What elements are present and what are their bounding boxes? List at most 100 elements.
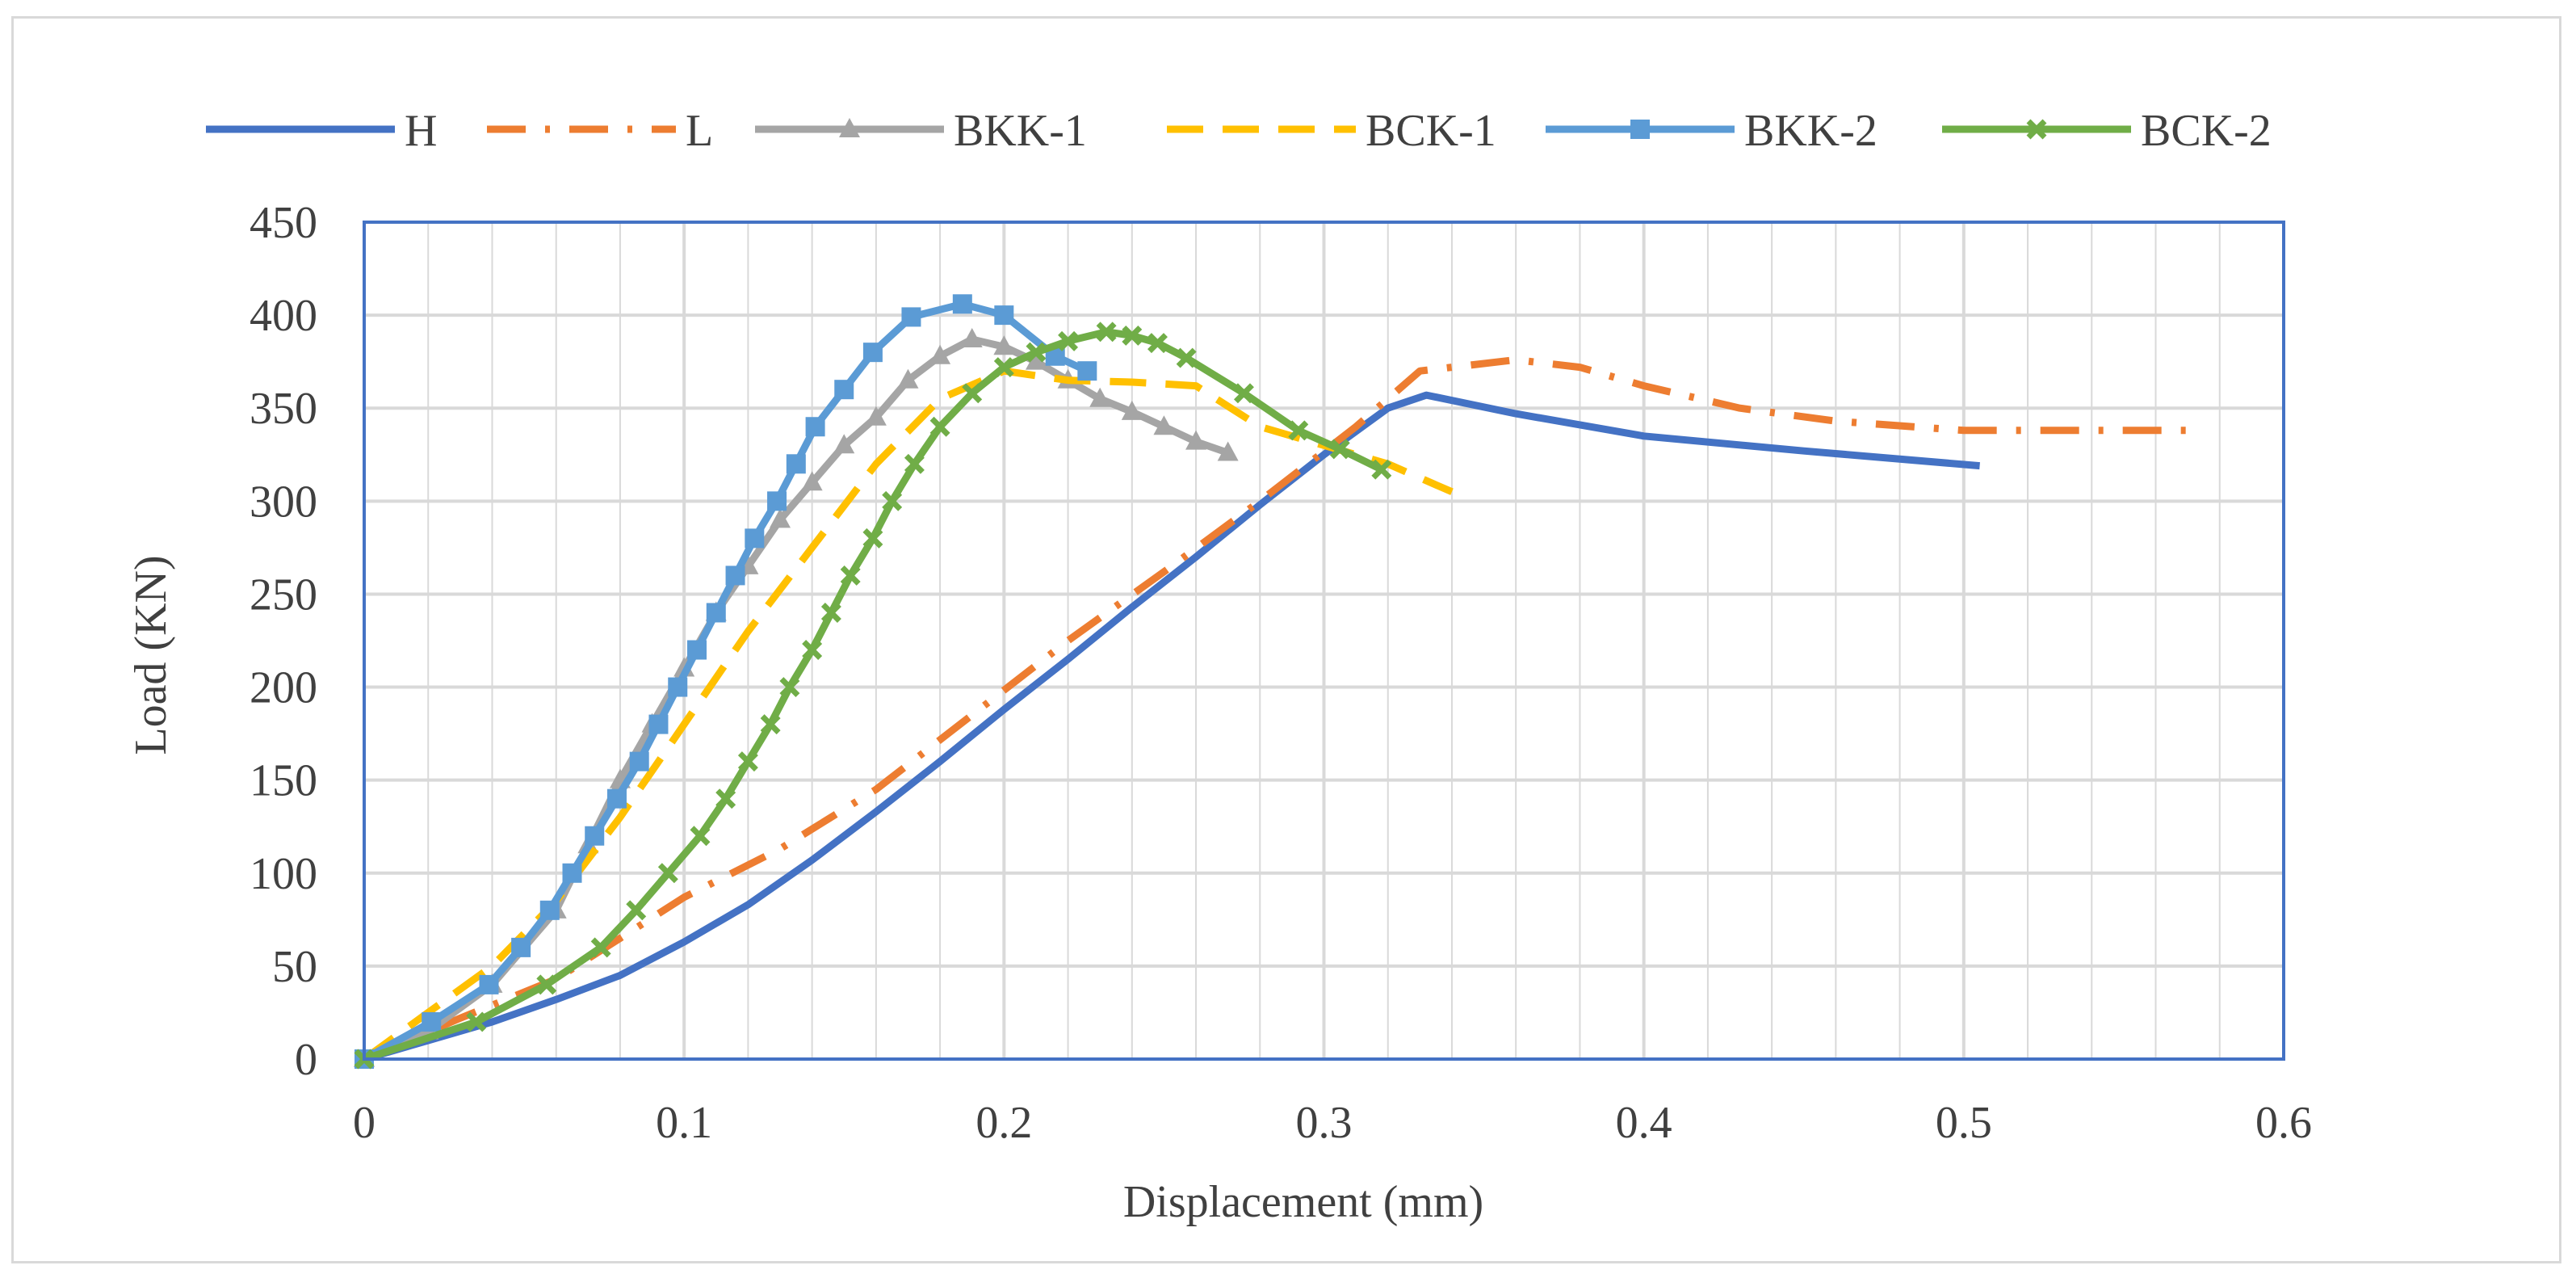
legend-item-H: H <box>206 106 437 156</box>
data-point-BKK-2 <box>901 307 921 327</box>
legend: H L BKK-1 BCK-1 BKK-2 BCK-2 <box>206 106 2272 156</box>
data-point-BKK-2 <box>706 603 726 623</box>
data-point-BCK-2 <box>1329 439 1350 460</box>
data-point-BCK-2 <box>904 453 925 474</box>
series-BCK-2 <box>354 322 1392 1070</box>
data-point-BKK-2 <box>422 1011 442 1032</box>
y-tick-label: 0 <box>295 1035 317 1085</box>
data-point-BKK-2 <box>479 974 499 994</box>
x-tick-label: 0.5 <box>1936 1098 1992 1148</box>
data-point-BKK-1 <box>993 335 1015 355</box>
data-point-BCK-2 <box>1288 420 1309 441</box>
data-point-BCK-2 <box>657 863 678 884</box>
data-point-BKK-1 <box>770 508 791 528</box>
data-point-BCK-2 <box>1176 347 1197 368</box>
legend-item-BKK-1: BKK-1 <box>755 106 1087 156</box>
legend-label: H <box>405 106 437 156</box>
data-point-BKK-1 <box>1185 430 1207 450</box>
series-line-H <box>363 391 1980 1063</box>
data-point-BKK-1 <box>929 344 951 364</box>
data-point-BCK-2 <box>840 565 861 586</box>
data-point-BKK-1 <box>897 368 919 389</box>
y-tick-label: 450 <box>250 198 317 248</box>
data-point-BKK-2 <box>745 528 765 549</box>
y-tick-label: 250 <box>250 570 317 620</box>
data-point-BCK-2 <box>962 383 983 404</box>
legend-item-L: L <box>487 106 713 156</box>
series-BKK-1 <box>354 328 1239 1067</box>
y-axis-label: Load (KN) <box>126 555 176 755</box>
legend-marker-BKK-2 <box>1630 120 1650 139</box>
legend-item-BCK-2: BCK-2 <box>1942 106 2272 156</box>
data-point-BKK-2 <box>725 565 745 586</box>
legend-marker-BCK-2 <box>2026 119 2047 140</box>
series-line-L <box>363 355 2188 1063</box>
data-point-BCK-2 <box>1096 322 1117 343</box>
data-point-BCK-2 <box>802 640 823 660</box>
series-BKK-2 <box>355 294 1097 1069</box>
data-point-BKK-2 <box>539 900 560 920</box>
data-point-BKK-1 <box>833 434 855 454</box>
axes: 0 0.1 0.2 0.3 0.4 0.5 0.6 0 50 100 150 200 250 300 350… <box>250 198 2312 1148</box>
data-point-BCK-2 <box>1122 325 1143 346</box>
data-point-BCK-2 <box>779 677 800 698</box>
data-point-BKK-2 <box>1077 361 1097 381</box>
legend-item-BKK-2: BKK-2 <box>1546 106 1877 156</box>
data-point-BCK-2 <box>760 714 781 735</box>
data-point-BCK-2 <box>626 900 647 921</box>
x-axis-label: Displacement (mm) <box>1123 1177 1483 1227</box>
data-point-BCK-2 <box>715 788 736 809</box>
data-point-BKK-2 <box>862 343 883 363</box>
series-L <box>363 355 2188 1063</box>
data-point-BCK-2 <box>882 490 903 511</box>
data-point-BKK-2 <box>952 294 972 314</box>
data-point-BKK-1 <box>1153 415 1175 435</box>
legend-label: BCK-2 <box>2141 106 2272 156</box>
data-point-BKK-1 <box>1217 441 1239 461</box>
y-tick-label: 100 <box>250 849 317 899</box>
y-tick-label: 300 <box>250 477 317 527</box>
data-point-BCK-2 <box>1371 459 1392 480</box>
data-point-BCK-2 <box>929 416 950 437</box>
data-point-BKK-1 <box>961 328 983 348</box>
data-point-BCK-2 <box>1026 342 1047 363</box>
y-tick-label: 150 <box>250 756 317 806</box>
data-point-BKK-2 <box>648 714 669 734</box>
data-point-BKK-1 <box>1089 387 1111 407</box>
y-tick-label: 350 <box>250 384 317 434</box>
y-tick-label: 400 <box>250 291 317 341</box>
data-point-BKK-2 <box>668 677 688 697</box>
legend-label: BKK-2 <box>1744 106 1877 156</box>
data-point-BCK-2 <box>1233 383 1254 404</box>
x-tick-label: 0.2 <box>975 1098 1032 1148</box>
data-point-BCK-2 <box>820 602 841 623</box>
y-tick-label: 50 <box>272 942 317 992</box>
data-point-BKK-2 <box>562 863 582 883</box>
data-point-BKK-1 <box>1025 350 1047 370</box>
data-point-BKK-1 <box>865 406 887 426</box>
data-point-BKK-2 <box>805 417 825 437</box>
data-point-BKK-2 <box>767 491 787 511</box>
plot-border <box>363 221 2285 1061</box>
data-point-BKK-1 <box>1121 400 1143 420</box>
x-tick-label: 0 <box>353 1098 375 1148</box>
data-point-BCK-2 <box>590 937 611 958</box>
data-point-BCK-2 <box>993 357 1014 378</box>
series-line-BKK-2 <box>362 300 1089 1062</box>
data-point-BCK-2 <box>737 751 758 772</box>
data-point-BCK-2 <box>536 974 557 995</box>
data-point-BCK-2 <box>690 826 711 847</box>
series-line-BKK-1 <box>363 335 1230 1063</box>
data-point-BCK-2 <box>466 1011 487 1032</box>
x-tick-label: 0.1 <box>656 1098 712 1148</box>
data-point-BCK-2 <box>862 528 883 549</box>
legend-label: L <box>686 106 713 156</box>
x-tick-label: 0.4 <box>1616 1098 1672 1148</box>
data-point-BKK-2 <box>834 380 854 400</box>
data-point-BKK-2 <box>585 826 605 846</box>
y-tick-label: 200 <box>250 663 317 713</box>
data-point-BKK-2 <box>786 454 806 474</box>
legend-marker-BKK-1 <box>839 118 860 137</box>
series-H <box>363 391 1980 1063</box>
